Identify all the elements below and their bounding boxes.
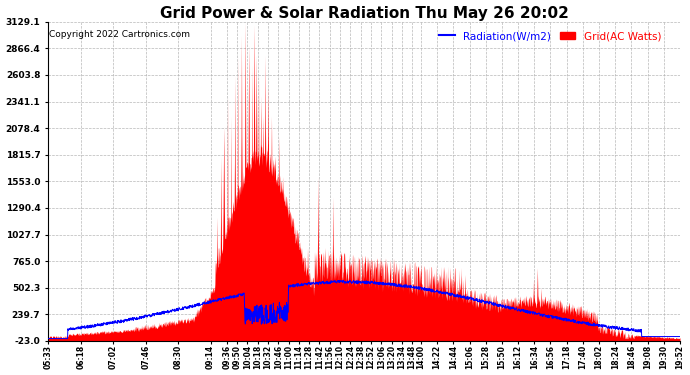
Title: Grid Power & Solar Radiation Thu May 26 20:02: Grid Power & Solar Radiation Thu May 26 … [159,6,569,21]
Legend: Radiation(W/m2), Grid(AC Watts): Radiation(W/m2), Grid(AC Watts) [435,27,665,45]
Text: Copyright 2022 Cartronics.com: Copyright 2022 Cartronics.com [48,30,190,39]
